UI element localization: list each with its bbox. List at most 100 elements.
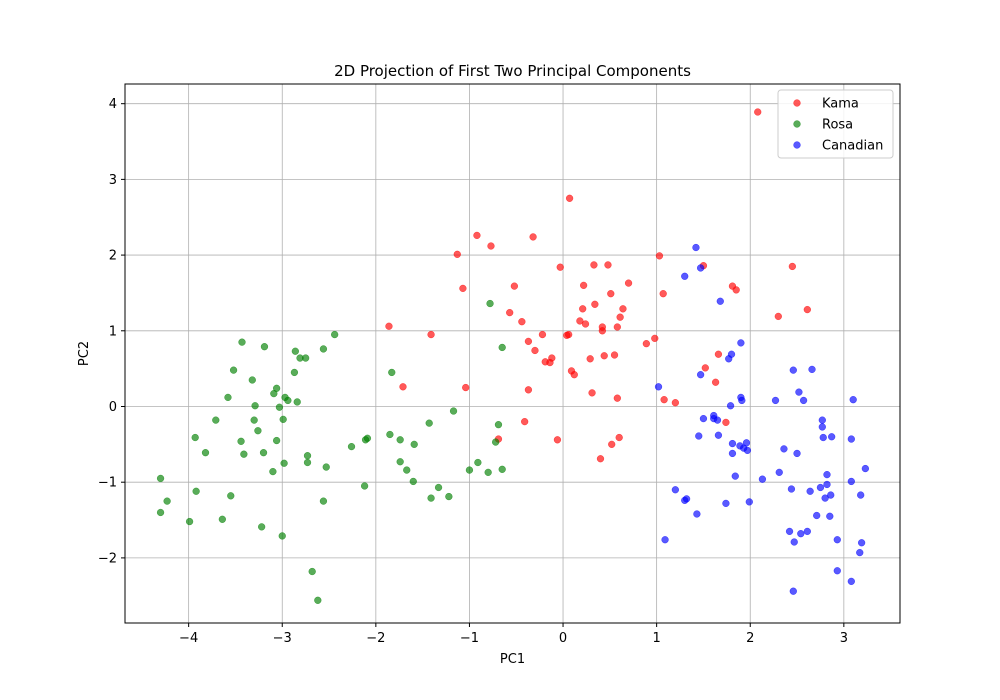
data-point-rosa [250, 416, 258, 424]
data-point-canadian [826, 512, 834, 520]
data-point-rosa [484, 468, 492, 477]
data-point-canadian [780, 445, 788, 453]
data-point-canadian [861, 464, 870, 473]
data-point-kama [701, 364, 709, 372]
data-point-canadian [827, 491, 835, 499]
data-point-kama [788, 262, 797, 271]
data-point-rosa [279, 415, 287, 424]
data-point-rosa [291, 347, 300, 355]
data-point-canadian [714, 431, 723, 439]
plot-frame [124, 83, 901, 624]
x-tick-label: −1 [460, 631, 479, 646]
data-point-kama [385, 322, 393, 330]
data-point-kama [655, 252, 664, 260]
data-point-kama [579, 281, 588, 290]
data-point-rosa [156, 508, 165, 517]
data-point-rosa [269, 467, 277, 476]
data-point-kama [529, 233, 537, 241]
data-point-rosa [319, 345, 328, 353]
data-point-canadian [713, 416, 722, 424]
data-point-canadian [808, 365, 816, 374]
grid-lines [125, 84, 900, 623]
data-point-canadian [799, 396, 808, 405]
data-point-kama [524, 386, 533, 394]
data-point-rosa [227, 492, 235, 500]
data-point-rosa [308, 567, 316, 576]
data-point-rosa [331, 330, 339, 339]
data-point-rosa [303, 458, 312, 467]
data-point-rosa [388, 368, 396, 377]
data-point-canadian [847, 435, 855, 443]
data-point-kama [671, 399, 680, 407]
data-point-rosa [290, 368, 299, 377]
data-point-rosa [386, 430, 394, 439]
data-point-kama [722, 418, 730, 427]
data-point-kama [624, 279, 633, 287]
data-point-rosa [272, 436, 281, 445]
x-tick-label: −4 [179, 631, 198, 646]
data-point-rosa [224, 393, 232, 402]
data-point-canadian [787, 485, 796, 493]
data-point-canadian [681, 272, 689, 280]
data-point-rosa [248, 376, 256, 384]
y-tick-label: −1 [98, 476, 117, 491]
data-point-rosa [347, 442, 356, 451]
data-point-kama [565, 194, 574, 202]
data-point-rosa [396, 436, 404, 444]
data-point-rosa [361, 436, 370, 444]
data-point-canadian [847, 477, 855, 486]
data-point-kama [615, 433, 623, 442]
data-point-kama [473, 231, 481, 240]
data-point-canadian [795, 388, 803, 396]
data-point-kama [600, 352, 608, 360]
data-point-kama [660, 396, 668, 404]
y-tick-label: 0 [109, 400, 117, 415]
data-point-canadian [737, 393, 745, 402]
data-point-rosa [218, 515, 226, 523]
data-point-kama [553, 436, 562, 444]
legend-marker-kama [793, 99, 801, 107]
data-point-rosa [191, 433, 199, 442]
data-point-kama [586, 355, 594, 363]
series-canadian [654, 243, 870, 595]
data-point-rosa [258, 523, 266, 531]
data-point-rosa [492, 438, 500, 446]
y-tick-label: 3 [109, 173, 117, 188]
data-point-kama [453, 250, 461, 258]
data-point-rosa [303, 452, 312, 460]
data-point-kama [506, 308, 514, 317]
data-point-kama [510, 282, 519, 290]
data-point-kama [538, 330, 547, 339]
x-tick-label: 2 [746, 631, 754, 646]
data-point-canadian [823, 480, 831, 489]
data-point-canadian [671, 486, 680, 494]
series-kama [385, 108, 811, 463]
data-point-kama [613, 323, 621, 331]
data-point-canadian [819, 433, 827, 442]
data-point-rosa [275, 403, 284, 411]
data-point-canadian [790, 538, 798, 546]
data-point-kama [462, 383, 470, 392]
data-point-kama [619, 305, 627, 313]
data-point-canadian [693, 510, 701, 518]
data-point-kama [608, 440, 616, 448]
data-point-rosa [322, 463, 330, 471]
data-point-kama [576, 317, 584, 325]
data-point-canadian [743, 446, 752, 455]
data-point-canadian [696, 371, 705, 379]
data-point-rosa [229, 366, 238, 374]
data-point-canadian [695, 432, 703, 440]
x-axis-label: PC1 [500, 652, 525, 667]
data-point-canadian [728, 449, 737, 458]
data-point-canadian [785, 527, 794, 536]
data-point-kama [711, 378, 720, 386]
chart-title: 2D Projection of First Two Principal Com… [334, 62, 691, 80]
data-point-kama [524, 337, 533, 346]
data-point-canadian [856, 548, 864, 557]
data-point-canadian [775, 468, 783, 477]
data-point-canadian [745, 498, 753, 506]
data-point-canadian [847, 577, 855, 586]
data-point-canadian [728, 439, 737, 448]
data-point-rosa [238, 338, 246, 346]
